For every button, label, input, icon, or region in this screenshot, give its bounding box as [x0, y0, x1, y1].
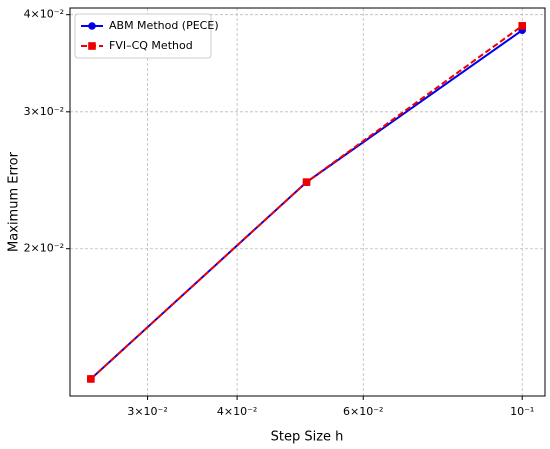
marker [88, 22, 96, 30]
x-axis-label: Step Size h [271, 430, 344, 445]
plot-frame [69, 7, 546, 397]
x-tick-label: 3×10⁻² [127, 405, 167, 418]
legend-label: FVI–CQ Method [109, 39, 193, 52]
y-tick-label: 3×10⁻² [24, 105, 64, 118]
plot-area [70, 8, 545, 396]
x-tick-label: 10⁻¹ [510, 405, 534, 418]
y-tick-label: 2×10⁻² [24, 242, 64, 255]
y-tick-label: 4×10⁻² [24, 8, 64, 21]
legend-box [74, 13, 212, 59]
marker [302, 178, 311, 186]
x-tick-label: 6×10⁻² [343, 405, 383, 418]
marker [518, 22, 527, 30]
x-tick-label: 4×10⁻² [217, 405, 257, 418]
legend: ABM Method (PECE) FVI–CQ Method [74, 13, 219, 59]
legend-label: ABM Method (PECE) [109, 19, 219, 32]
marker [87, 375, 95, 383]
y-axis-label: Maximum Error [7, 151, 22, 252]
marker [88, 42, 96, 50]
